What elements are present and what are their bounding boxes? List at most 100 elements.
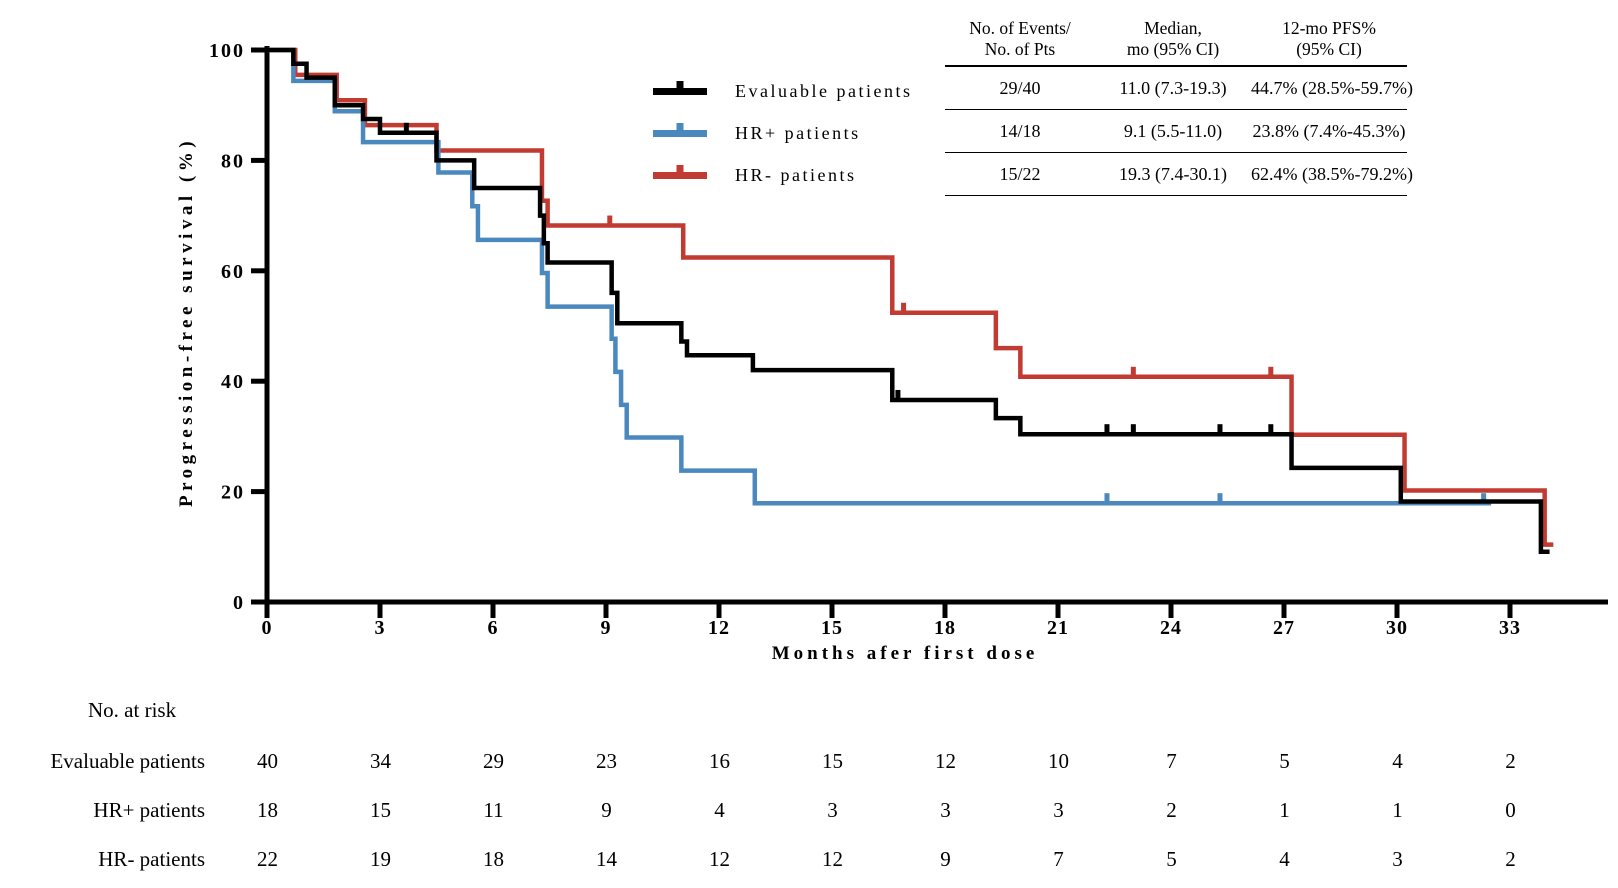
at-risk-value: 2: [1505, 846, 1516, 871]
at-risk-value: 18: [257, 797, 278, 822]
x-tick-label: 24: [1160, 617, 1182, 639]
median-value: 19.3 (7.4-30.1): [1119, 163, 1227, 184]
legend-label: HR+ patients: [735, 122, 861, 143]
censor-mark: [1130, 424, 1136, 437]
x-axis-label: Months afer first dose: [771, 643, 1039, 664]
at-risk-row-hr-plus: HR+ patients 18 15 11 9 4 3 3 3 2 1 1 0: [0, 797, 1567, 823]
pfs12-value: 44.7% (28.5%-59.7%): [1251, 77, 1413, 98]
summary-row-evaluable: 29/40 11.0 (7.3-19.3) 44.7% (28.5%-59.7%…: [945, 67, 1413, 110]
survival-curve-hr-patients: [267, 47, 1492, 506]
x-tick-label: 21: [1047, 617, 1069, 639]
at-risk-value: 16: [709, 748, 730, 773]
y-tick-label: 20: [221, 482, 245, 504]
censor-mark: [1268, 424, 1274, 437]
at-risk-label: HR- patients: [98, 846, 205, 871]
legend-label: HR- patients: [735, 164, 857, 185]
header-median: Median, mo (95% CI): [1126, 18, 1220, 59]
pfs12-value: 62.4% (38.5%-79.2%): [1251, 163, 1413, 184]
at-risk-value: 4: [1279, 846, 1290, 871]
at-risk-values: 22 19 18 14 12 12 9 7 5 4 3 2: [211, 847, 1567, 872]
at-risk-value: 3: [1053, 797, 1064, 822]
legend-item-hr-minus: HR- patients: [653, 154, 912, 196]
at-risk-value: 14: [596, 846, 617, 871]
survival-curve-evaluable-patients: [267, 47, 1550, 555]
censor-mark: [1104, 424, 1110, 437]
pfs12-value: 23.8% (7.4%-45.3%): [1252, 120, 1406, 141]
at-risk-row-evaluable: Evaluable patients 40 34 29 23 16 15 12 10 7 5 4 2: [0, 748, 1567, 774]
censor-mark: [901, 302, 907, 315]
events-value: 29/40: [999, 77, 1041, 98]
header-pfs12: 12-mo PFS% (95% CI): [1282, 18, 1376, 59]
at-risk-value: 3: [827, 797, 838, 822]
at-risk-value: 0: [1505, 797, 1516, 822]
at-risk-values: 40 34 29 23 16 15 12 10 7 5 4 2: [211, 749, 1567, 774]
at-risk-value: 23: [596, 748, 617, 773]
at-risk-value: 9: [940, 846, 951, 871]
at-risk-value: 9: [601, 797, 612, 822]
x-tick-label: 27: [1273, 617, 1295, 639]
at-risk-value: 7: [1166, 748, 1177, 773]
y-tick-label: 80: [221, 150, 245, 172]
x-tick-label: 12: [708, 617, 730, 639]
x-tick-label: 15: [821, 617, 843, 639]
y-tick-label: 100: [209, 40, 245, 62]
events-value: 14/18: [999, 120, 1041, 141]
censor-mark: [1130, 366, 1136, 379]
at-risk-value: 12: [935, 748, 956, 773]
x-tick-label: 30: [1386, 617, 1408, 639]
at-risk-value: 2: [1166, 797, 1177, 822]
x-tick-label: 18: [934, 617, 956, 639]
at-risk-value: 1: [1279, 797, 1290, 822]
x-tick-label: 33: [1499, 617, 1521, 639]
at-risk-value: 15: [822, 748, 843, 773]
censor-mark: [1481, 493, 1487, 506]
at-risk-title: No. at risk: [88, 698, 177, 722]
censor-mark: [607, 215, 613, 228]
at-risk-value: 3: [1392, 846, 1403, 871]
legend: Evaluable patients HR+ patients HR- pati…: [653, 70, 912, 196]
at-risk-value: 18: [483, 846, 504, 871]
at-risk-value: 40: [257, 748, 278, 773]
at-risk-value: 7: [1053, 846, 1064, 871]
header-events: No. of Events/ No. of Pts: [969, 18, 1071, 59]
at-risk-value: 5: [1166, 846, 1177, 871]
censor-mark: [1268, 366, 1274, 379]
survival-curve-hr-patients: [267, 47, 1554, 547]
censor-mark: [1217, 424, 1223, 437]
at-risk-value: 1: [1392, 797, 1403, 822]
at-risk-value: 4: [1392, 748, 1403, 773]
at-risk-value: 22: [257, 846, 278, 871]
median-value: 9.1 (5.5-11.0): [1123, 120, 1223, 141]
at-risk-value: 19: [370, 846, 391, 871]
hr-plus-line-icon: [653, 122, 707, 137]
at-risk-value: 4: [714, 797, 725, 822]
censor-mark: [895, 389, 901, 402]
at-risk-value: 12: [822, 846, 843, 871]
at-risk-value: 29: [483, 748, 504, 773]
censor-mark: [1217, 493, 1223, 506]
x-tick-label: 0: [262, 617, 273, 639]
legend-item-hr-plus: HR+ patients: [653, 112, 912, 154]
summary-table: No. of Events/ No. of Pts Median, mo (95…: [945, 14, 1413, 196]
evaluable-line-icon: [653, 80, 707, 95]
hr-minus-line-icon: [653, 164, 707, 179]
at-risk-value: 15: [370, 797, 391, 822]
at-risk-value: 12: [709, 846, 730, 871]
y-tick-label: 60: [221, 261, 245, 283]
events-value: 15/22: [999, 163, 1041, 184]
at-risk-label: Evaluable patients: [50, 748, 205, 773]
at-risk-values: 18 15 11 9 4 3 3 3 2 1 1 0: [211, 798, 1567, 823]
legend-label: Evaluable patients: [735, 80, 913, 101]
at-risk-value: 10: [1048, 748, 1069, 773]
censor-mark: [1104, 493, 1110, 506]
summary-row-hr-minus: 15/22 19.3 (7.4-30.1) 62.4% (38.5%-79.2%…: [945, 153, 1413, 196]
at-risk-value: 34: [370, 748, 391, 773]
at-risk-value: 11: [483, 797, 504, 822]
x-tick-label: 3: [375, 617, 386, 639]
legend-item-evaluable: Evaluable patients: [653, 70, 912, 112]
x-tick-label: 9: [601, 617, 612, 639]
at-risk-value: 3: [940, 797, 951, 822]
at-risk-row-hr-minus: HR- patients 22 19 18 14 12 12 9 7 5 4 3 2: [0, 846, 1567, 872]
